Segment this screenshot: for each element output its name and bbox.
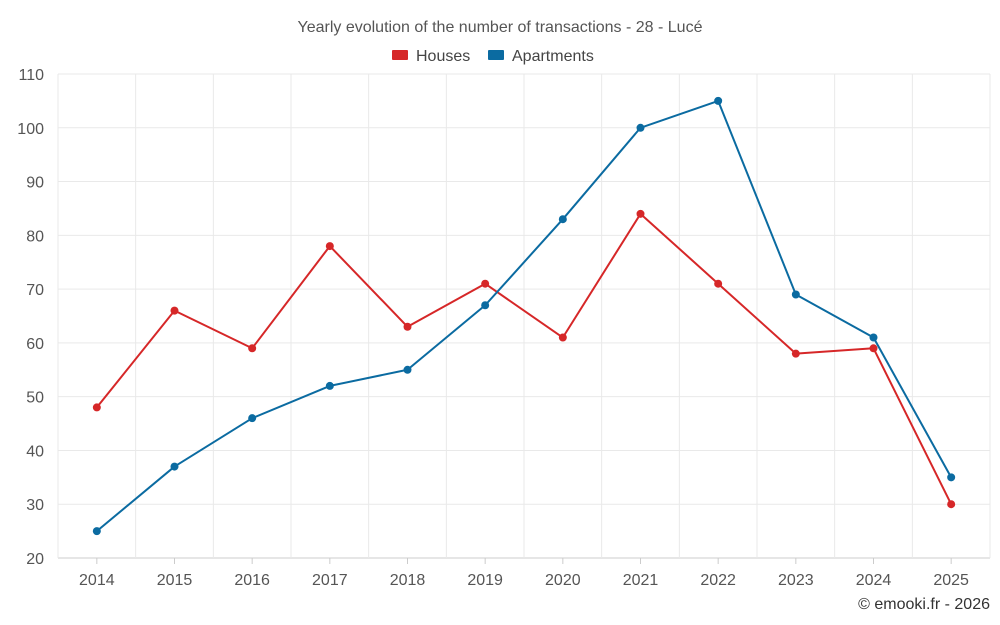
x-tick-label: 2022 [700,572,736,589]
data-point-apartments[interactable] [870,334,878,342]
x-tick-label: 2025 [933,572,969,589]
legend-label-apartments: Apartments [512,48,594,65]
data-point-houses[interactable] [559,334,567,342]
y-tick-label: 30 [26,497,44,514]
y-tick-label: 70 [26,282,44,299]
legend-item-apartments[interactable]: Apartments [488,48,594,65]
y-tick-label: 100 [17,121,44,138]
legend-swatch-houses [392,50,408,60]
line-chart: Yearly evolution of the number of transa… [0,0,1000,625]
legend: Houses Apartments [392,48,594,65]
data-point-apartments[interactable] [93,527,101,535]
data-point-houses[interactable] [93,403,101,411]
data-point-houses[interactable] [870,344,878,352]
x-tick-label: 2021 [623,572,659,589]
x-tick-label: 2023 [778,572,814,589]
data-point-houses[interactable] [792,350,800,358]
data-point-apartments[interactable] [326,382,334,390]
data-point-apartments[interactable] [792,290,800,298]
x-tick-label: 2016 [234,572,270,589]
data-point-houses[interactable] [637,210,645,218]
legend-label-houses: Houses [416,48,470,65]
y-axis: 20 30 40 50 60 70 80 90 100 110 [17,67,44,568]
data-point-houses[interactable] [481,280,489,288]
data-point-houses[interactable] [326,242,334,250]
credit-text: © emooki.fr - 2026 [858,596,990,613]
x-tick-label: 2020 [545,572,581,589]
data-point-apartments[interactable] [637,124,645,132]
y-tick-label: 60 [26,336,44,353]
x-tick-label: 2015 [157,572,193,589]
y-tick-label: 90 [26,175,44,192]
legend-item-houses[interactable]: Houses [392,48,470,65]
data-point-apartments[interactable] [714,97,722,105]
data-point-houses[interactable] [248,344,256,352]
data-point-houses[interactable] [714,280,722,288]
y-tick-label: 110 [18,67,44,84]
y-tick-label: 80 [26,228,44,245]
x-tick-label: 2018 [390,572,426,589]
data-point-apartments[interactable] [481,301,489,309]
data-point-apartments[interactable] [404,366,412,374]
data-point-apartments[interactable] [171,463,179,471]
x-tick-label: 2017 [312,572,348,589]
data-point-apartments[interactable] [947,473,955,481]
data-point-apartments[interactable] [559,215,567,223]
chart-title: Yearly evolution of the number of transa… [298,19,703,36]
y-tick-label: 40 [26,443,44,460]
grid [58,74,990,558]
y-tick-label: 50 [26,390,44,407]
x-axis: 2014 2015 2016 2017 2018 2019 2020 2021 2022 2023… [79,558,969,589]
legend-swatch-apartments [488,50,504,60]
chart-container: Yearly evolution of the number of transa… [0,0,1000,625]
data-point-houses[interactable] [171,307,179,315]
data-point-houses[interactable] [404,323,412,331]
data-point-houses[interactable] [947,500,955,508]
y-tick-label: 20 [26,551,44,568]
x-tick-label: 2014 [79,572,115,589]
data-point-apartments[interactable] [248,414,256,422]
x-tick-label: 2019 [467,572,503,589]
x-tick-label: 2024 [856,572,892,589]
